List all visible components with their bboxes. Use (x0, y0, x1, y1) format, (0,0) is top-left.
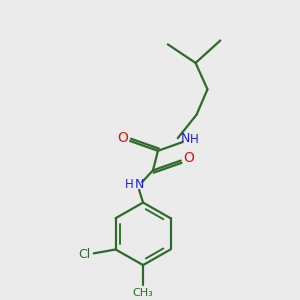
Text: O: O (183, 151, 194, 165)
Text: H: H (125, 178, 134, 191)
Text: Cl: Cl (78, 248, 90, 261)
Text: CH₃: CH₃ (133, 288, 153, 298)
Text: O: O (117, 131, 128, 145)
Text: N: N (181, 132, 190, 145)
Text: N: N (134, 178, 144, 191)
Text: H: H (190, 133, 199, 146)
